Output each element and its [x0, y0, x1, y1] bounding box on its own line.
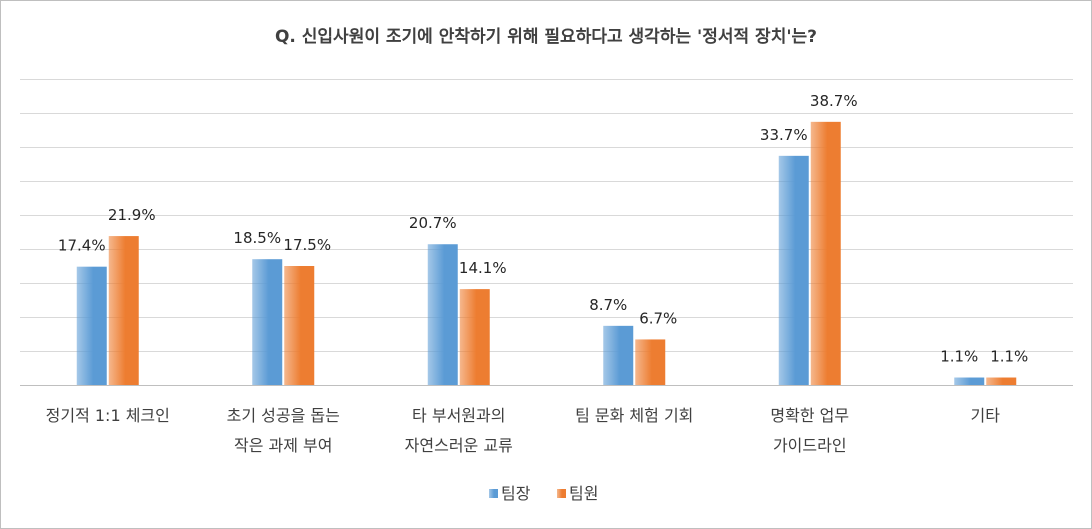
data-label-member-3: 6.7%: [639, 309, 677, 327]
category-label-3: 팀 문화 체험 기회: [575, 406, 693, 425]
legend-swatch-0: [489, 489, 498, 498]
category-label-4: 가이드라인: [773, 436, 847, 455]
category-label-1: 작은 과제 부여: [234, 436, 333, 455]
legend-label-0: 팀장: [501, 484, 531, 503]
category-label-0: 정기적 1:1 체크인: [46, 406, 170, 425]
data-label-leader-4: 33.7%: [760, 126, 808, 144]
bar-member-4: [810, 121, 841, 385]
category-label-5: 기타: [971, 406, 1001, 425]
data-labels: 17.4%21.9% 18.5% 17.5% 20.7% 14.1% 8.7% 6.7% 33…: [58, 92, 1028, 366]
data-label-member-0: 21.9%: [108, 206, 156, 224]
data-label-leader-5: 1.1%: [940, 348, 978, 366]
data-label-member-5: 1.1%: [990, 348, 1028, 366]
data-label-leader-3: 8.7%: [589, 296, 627, 314]
category-label-2: 타 부서원과의: [412, 406, 505, 425]
data-label-member-4: 38.7%: [810, 92, 858, 110]
legend-swatch-1: [557, 489, 566, 498]
chart-title: Q. 신입사원이 조기에 안착하기 위해 필요하다고 생각하는 '정서적 장치'…: [275, 27, 817, 47]
data-label-leader-2: 20.7%: [409, 214, 457, 232]
legend-label-1: 팀원: [569, 484, 598, 503]
bars: [76, 121, 1017, 385]
gridlines: [20, 79, 1073, 386]
bar-member-1: [284, 266, 315, 385]
bar-leader-2: [427, 244, 458, 385]
data-label-member-2: 14.1%: [459, 259, 507, 277]
bar-member-3: [635, 339, 666, 385]
category-label-1: 초기 성공을 돕는: [227, 406, 340, 425]
data-label-leader-1: 18.5%: [233, 229, 281, 247]
bar-member-5: [986, 377, 1017, 385]
bar-member-0: [108, 236, 139, 385]
data-label-member-1: 17.5%: [283, 236, 331, 254]
category-label-4: 명확한 업무: [770, 406, 849, 425]
category-label-2: 자연스러운 교류: [405, 436, 513, 455]
bar-leader-0: [76, 266, 107, 385]
bar-leader-5: [954, 377, 985, 385]
bar-leader-1: [252, 259, 283, 385]
bar-leader-3: [603, 325, 634, 385]
bar-member-2: [459, 289, 490, 385]
legend: 팀장 팀원: [489, 484, 598, 503]
bar-leader-4: [778, 155, 809, 385]
data-label-leader-0: 17.4%: [58, 237, 106, 255]
